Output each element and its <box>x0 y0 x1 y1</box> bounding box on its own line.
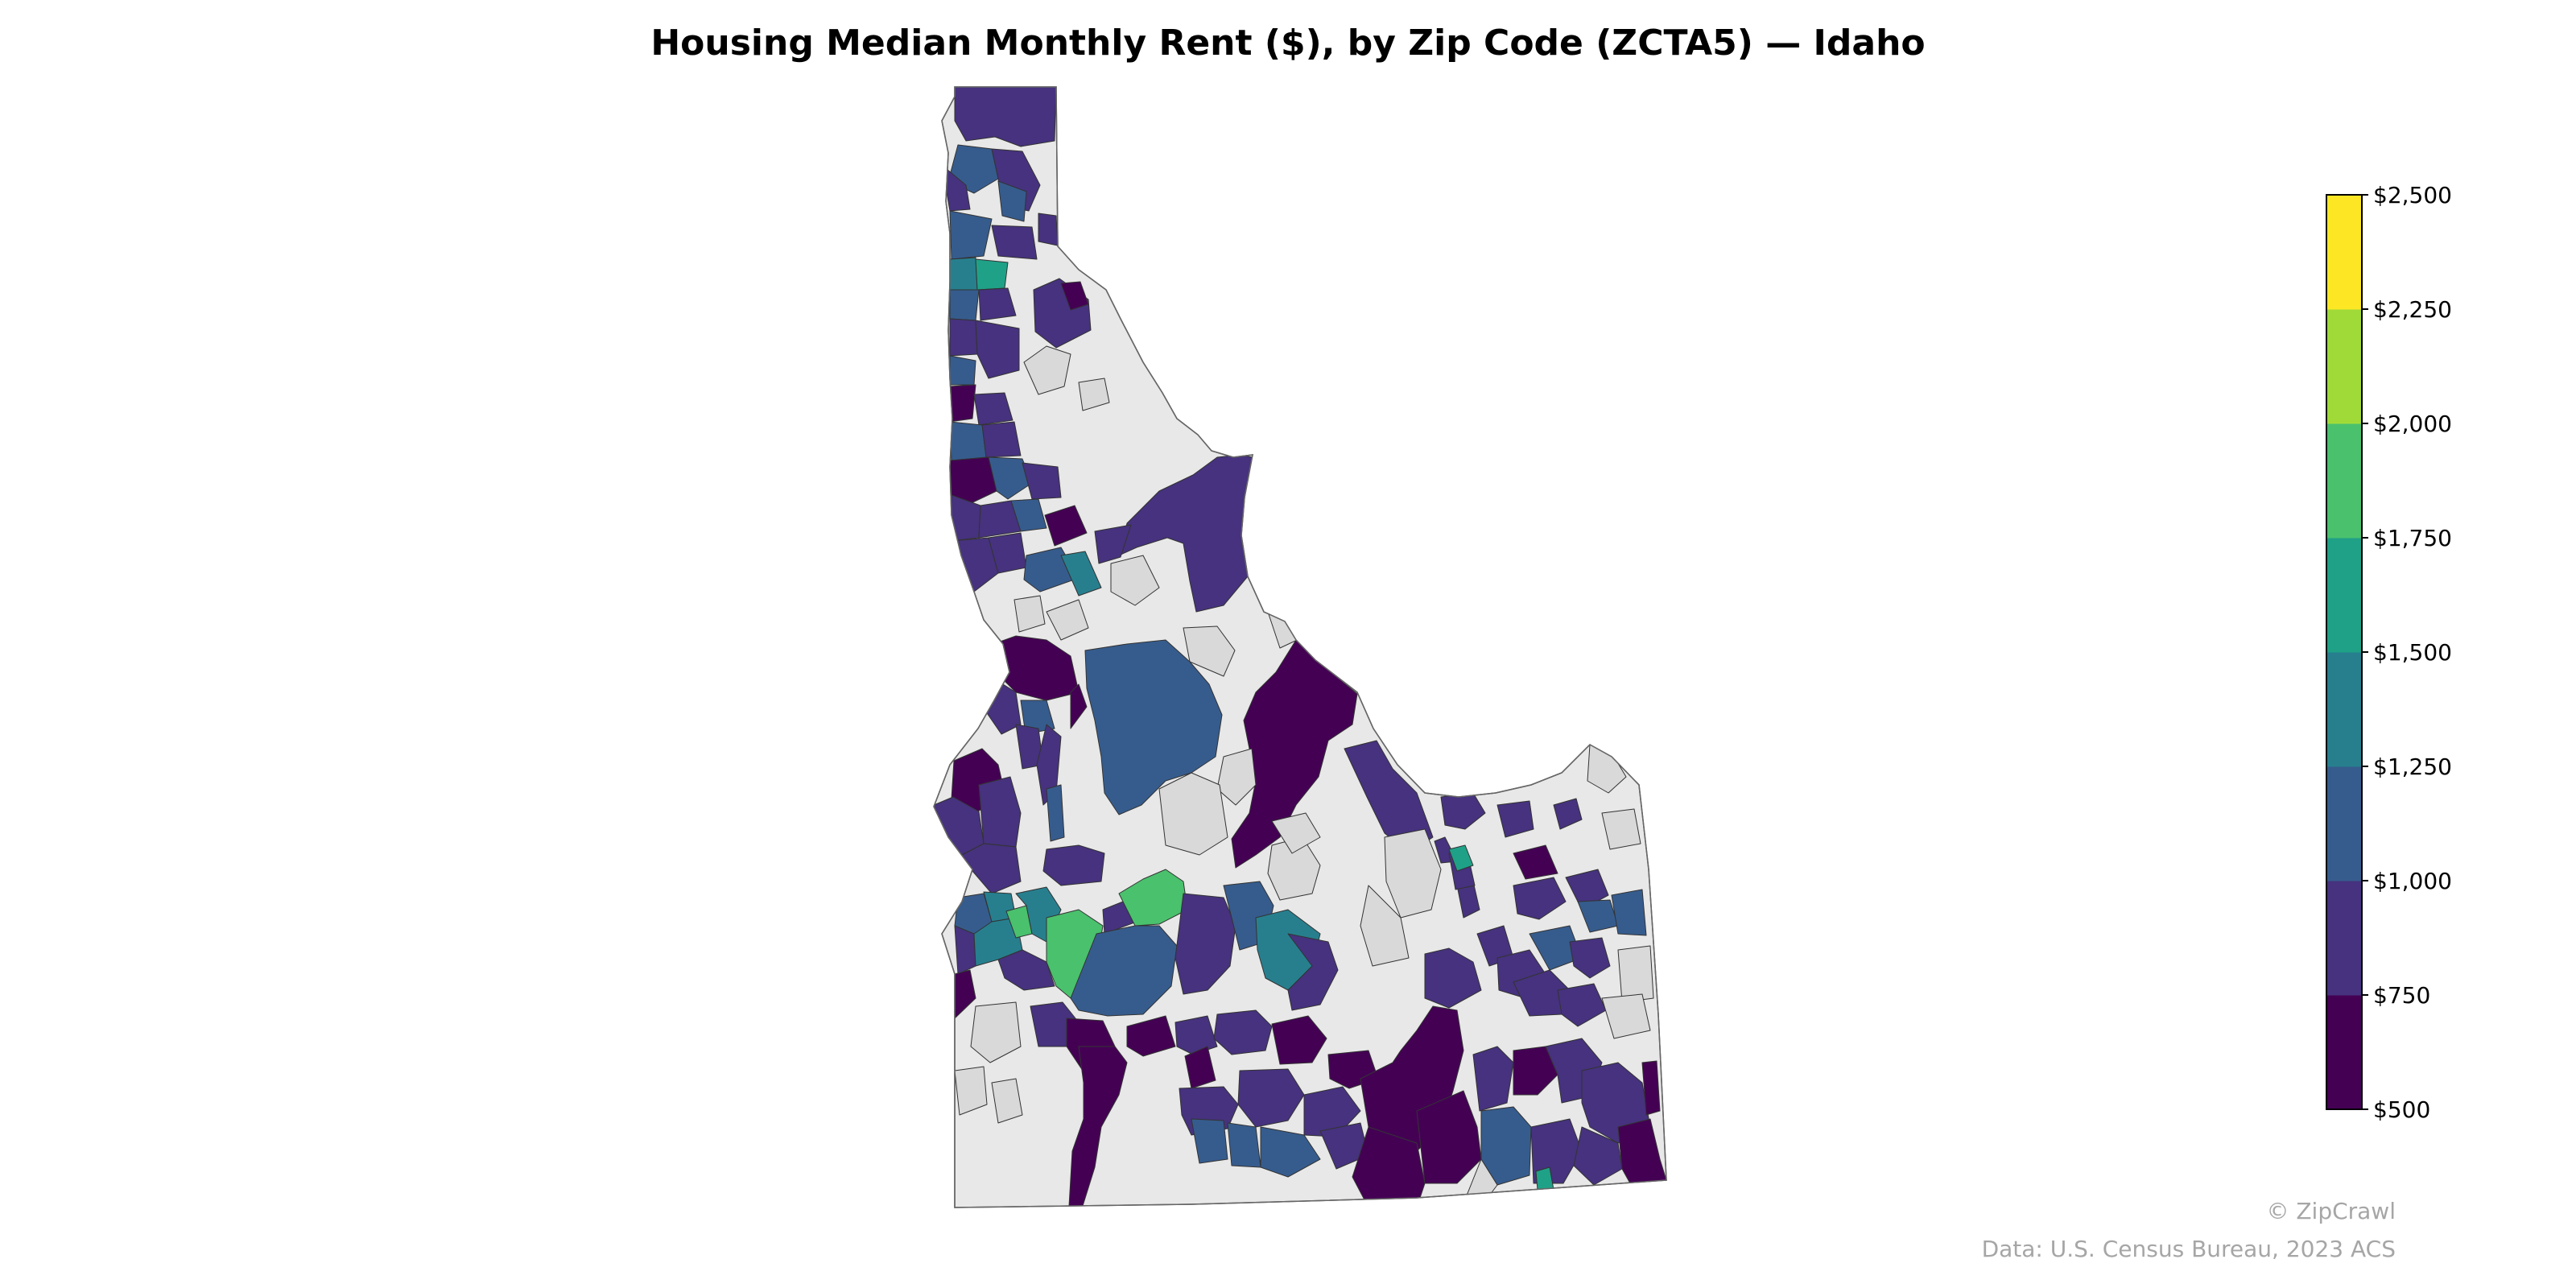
zip-region <box>1237 1068 1305 1128</box>
colorbar-tick-label: $2,500 <box>2373 182 2452 208</box>
zip-region <box>1070 683 1088 729</box>
zip-region <box>1617 945 1654 1003</box>
zip-region <box>1569 937 1611 979</box>
zip-region <box>1094 524 1132 564</box>
zip-region <box>1046 784 1065 842</box>
zip-region <box>1231 639 1358 869</box>
zip-region <box>1448 844 1474 872</box>
colorbar-tick-label: $1,750 <box>2373 525 2452 551</box>
zip-region <box>1641 1060 1661 1116</box>
data-source-note: Data: U.S. Census Bureau, 2023 ACS <box>1981 1236 2396 1262</box>
zip-region <box>1184 1046 1216 1089</box>
colorbar-tick-label: $1,000 <box>2373 868 2452 894</box>
colorbar-bin <box>2326 309 2362 424</box>
zip-region <box>1191 1118 1228 1164</box>
zip-region <box>1013 595 1046 633</box>
zip-region <box>1216 748 1257 806</box>
zip-region <box>1022 462 1062 500</box>
zip-region <box>1360 885 1410 967</box>
zip-region <box>1553 798 1583 830</box>
zip-region <box>1344 740 1434 854</box>
colorbar-bin <box>2326 881 2362 996</box>
zip-region <box>1046 599 1089 641</box>
copyright-credit: © ZipCrawl <box>2266 1198 2396 1224</box>
zip-region <box>1424 947 1482 1009</box>
zip-region <box>1573 1126 1623 1186</box>
idaho-state-outline <box>933 86 1667 1208</box>
zip-region <box>1303 1086 1361 1137</box>
zip-region <box>1271 1015 1327 1065</box>
zip-region <box>1513 844 1558 880</box>
zip-region <box>1384 828 1442 919</box>
zip-region <box>1611 889 1647 936</box>
zip-region <box>1060 281 1089 311</box>
zip-region <box>1601 993 1651 1039</box>
zip-region <box>1084 639 1223 815</box>
zip-region <box>1060 551 1102 597</box>
colorbar-tick-label: $1,500 <box>2373 639 2452 666</box>
zip-region <box>1174 893 1236 995</box>
zip-region <box>1044 505 1088 547</box>
zip-region <box>975 320 1020 379</box>
zip-region <box>1213 1009 1273 1055</box>
zip-region <box>1601 808 1641 850</box>
colorbar-bins <box>2326 195 2362 1110</box>
colorbar-ticks: $2,500 $2,250 $2,000 $1,750 $1,500 $1,250 $1,0… <box>2362 182 2452 1123</box>
colorbar-bin <box>2326 195 2362 310</box>
colorbar-tick-label: $2,250 <box>2373 296 2452 323</box>
zip-region <box>991 225 1038 260</box>
zip-region <box>1352 1126 1426 1208</box>
map-title: Housing Median Monthly Rent ($), by Zip … <box>650 23 1926 64</box>
zip-region <box>954 1066 988 1116</box>
colorbar-bin <box>2326 766 2362 881</box>
zip-region <box>1557 983 1607 1027</box>
zip-region <box>988 456 1033 500</box>
zip-region <box>978 287 1017 321</box>
zip-region <box>1565 869 1609 910</box>
zip-region <box>1183 625 1236 677</box>
zip-region <box>997 180 1027 222</box>
zip-region <box>1042 844 1105 886</box>
colorbar-tick-label: $2,000 <box>2373 411 2452 437</box>
zip-region <box>1513 1046 1558 1096</box>
zip-region <box>1260 1126 1321 1178</box>
zip-regions-layer <box>933 86 1667 1208</box>
zip-region <box>1287 933 1339 1011</box>
zip-region <box>1617 1118 1666 1184</box>
zip-region <box>1010 498 1047 532</box>
zip-region <box>1070 925 1178 1017</box>
zip-region <box>997 949 1055 991</box>
colorbar-bin <box>2326 995 2362 1110</box>
zip-region <box>1126 1015 1176 1057</box>
zip-region <box>1158 772 1228 856</box>
zip-region <box>978 776 1022 848</box>
zip-region <box>1068 1046 1128 1207</box>
colorbar-bin <box>2326 538 2362 653</box>
colorbar-tick-label: $500 <box>2373 1096 2430 1123</box>
zip-region <box>941 164 971 212</box>
zip-region <box>1078 378 1110 411</box>
colorbar-bin <box>2326 652 2362 767</box>
zip-region <box>1110 555 1160 606</box>
zip-region <box>991 1078 1023 1124</box>
zip-region <box>1472 1046 1514 1112</box>
colorbar-tick-label: $750 <box>2373 982 2430 1009</box>
zip-region <box>981 421 1022 458</box>
zip-region <box>949 210 993 260</box>
zip-region <box>1496 800 1534 838</box>
zip-region <box>1023 345 1071 395</box>
colorbar-bin <box>2326 423 2362 539</box>
zip-region <box>1271 812 1321 854</box>
colorbar-tick-label: $1,250 <box>2373 753 2452 780</box>
zip-region <box>1530 1118 1583 1184</box>
zip-region <box>1513 877 1567 920</box>
zip-region <box>973 392 1013 426</box>
zip-region <box>970 1001 1022 1063</box>
